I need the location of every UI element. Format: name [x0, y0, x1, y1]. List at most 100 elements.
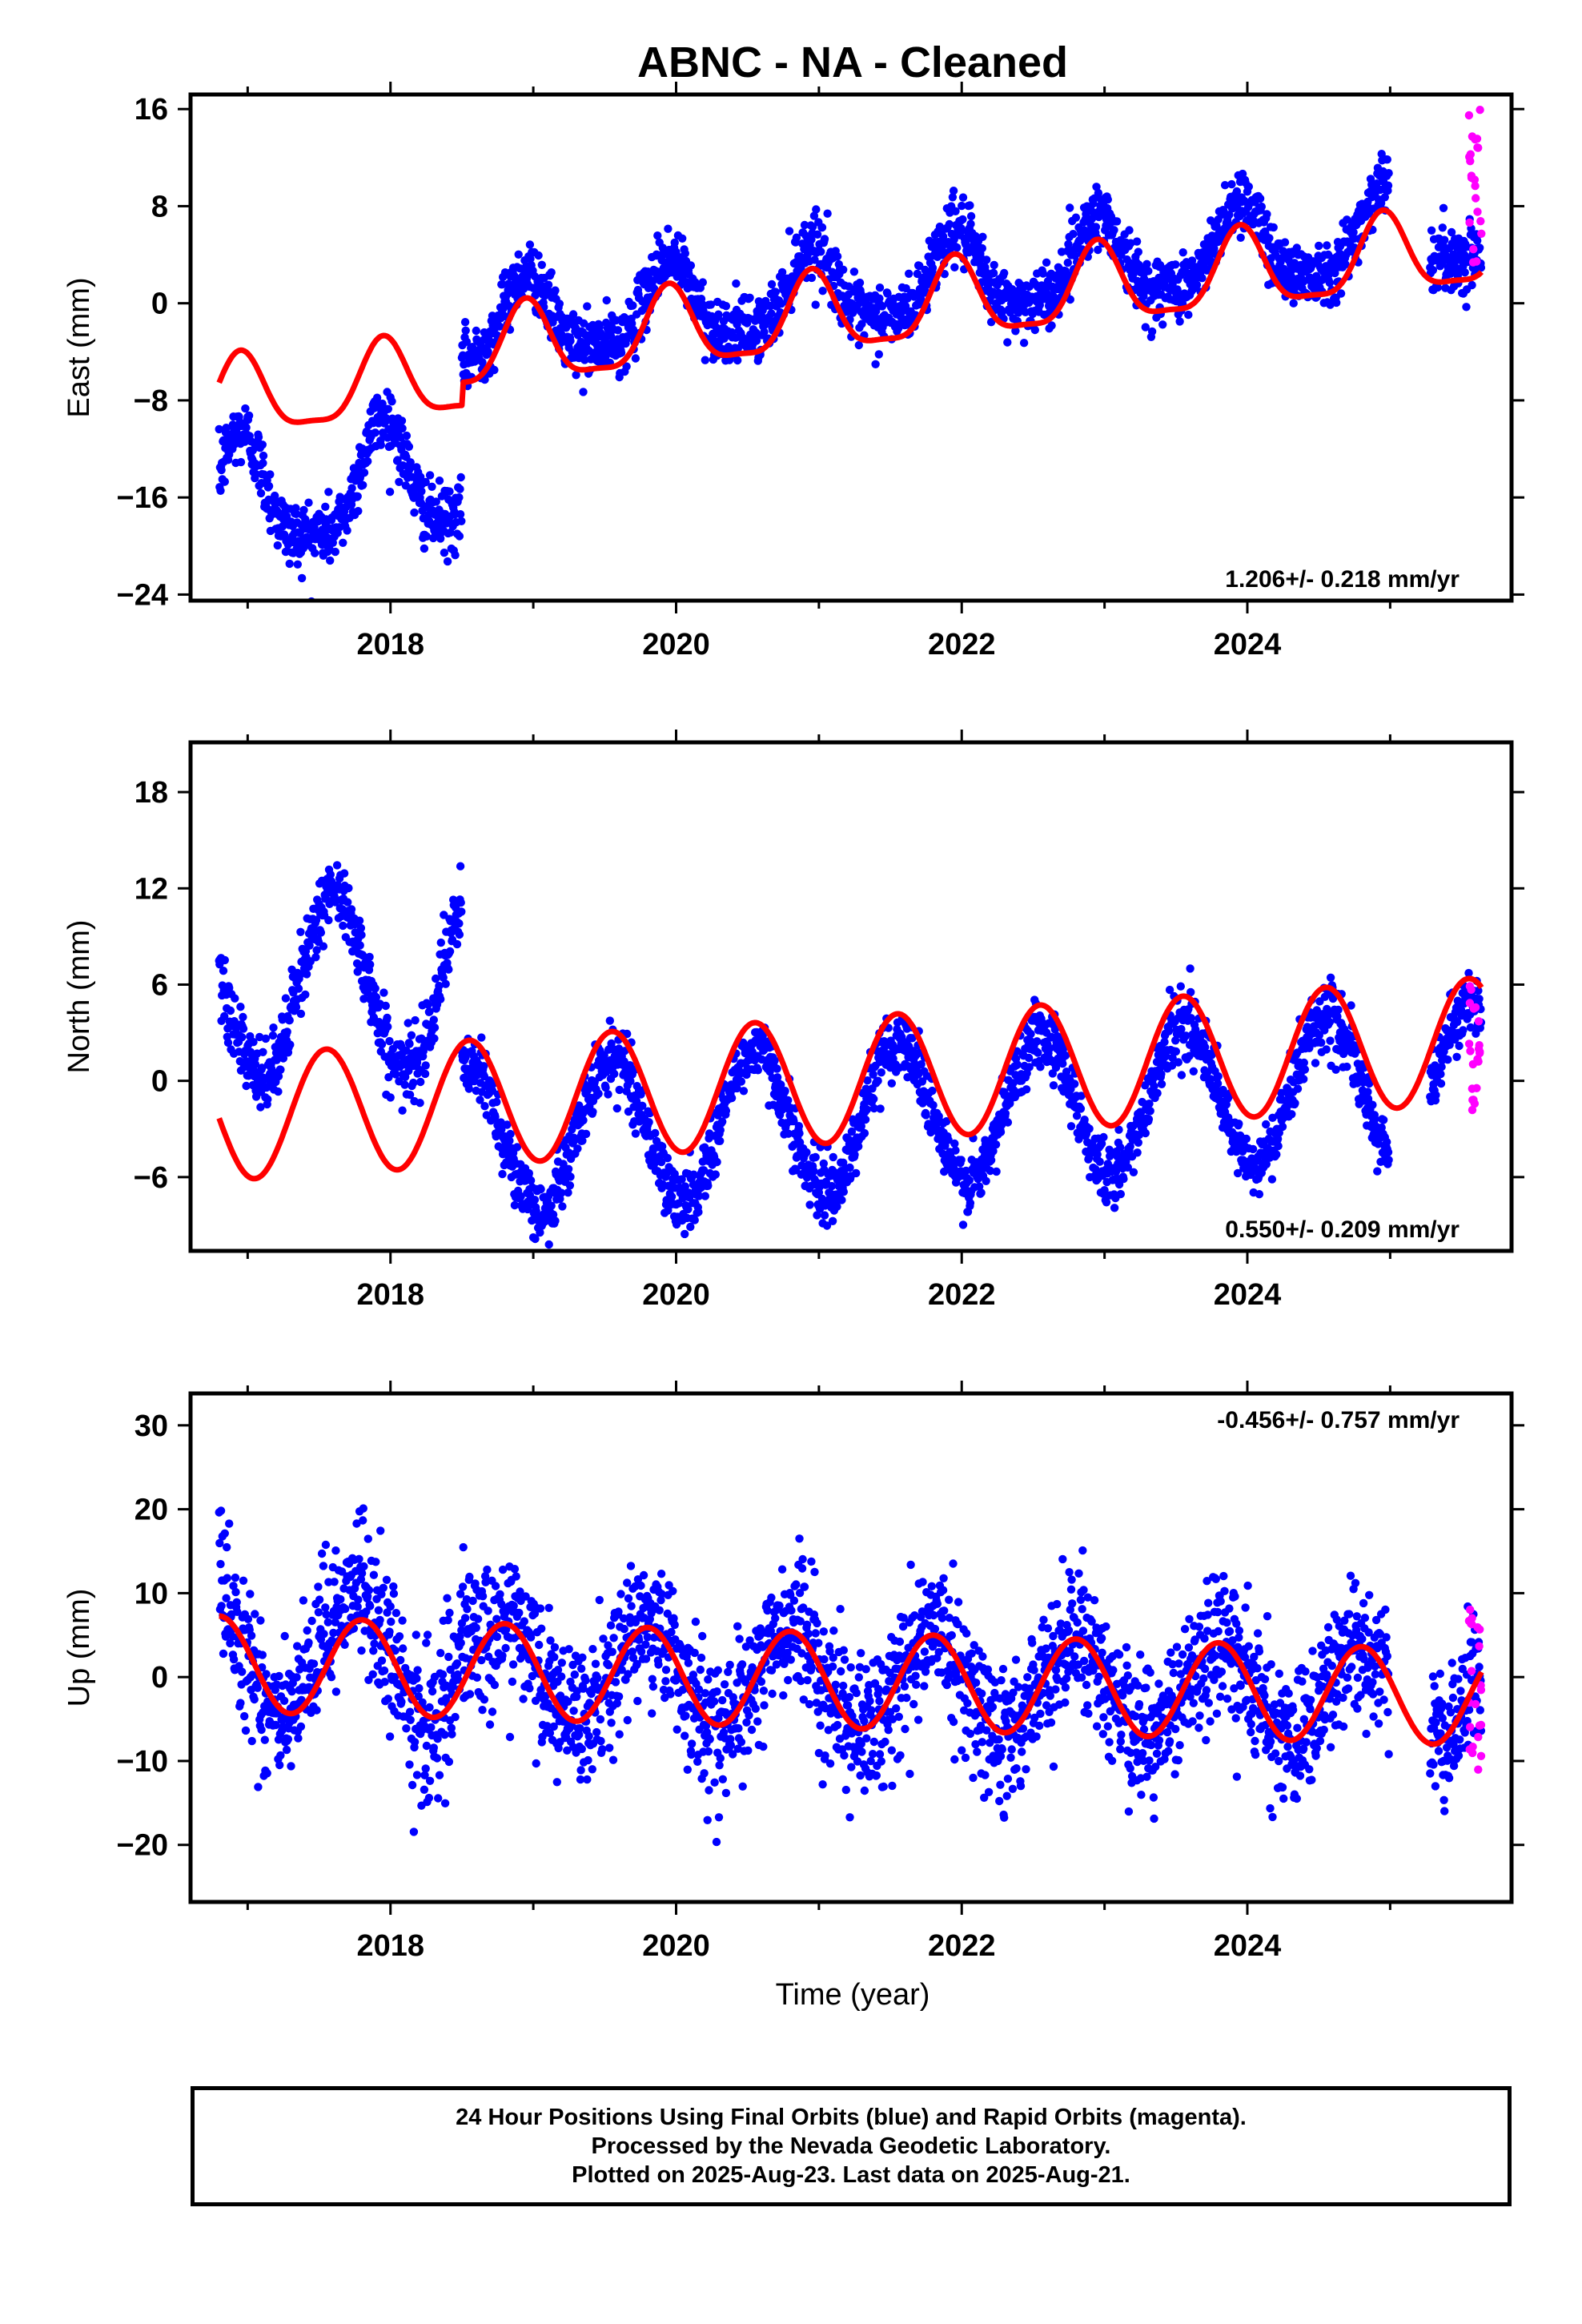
- final-orbit-point: [359, 995, 368, 1003]
- final-orbit-point: [784, 1129, 793, 1138]
- final-orbit-point: [421, 477, 430, 487]
- final-orbit-point: [271, 491, 279, 501]
- final-orbit-point: [1341, 259, 1350, 269]
- final-orbit-point: [343, 898, 352, 907]
- final-orbit-point: [953, 243, 962, 252]
- final-orbit-point: [216, 486, 225, 495]
- final-orbit-point: [398, 1106, 407, 1115]
- final-orbit-point: [781, 1087, 789, 1096]
- final-orbit-point: [386, 1093, 395, 1102]
- final-orbit-point: [1085, 1124, 1094, 1133]
- final-orbit-point: [296, 927, 305, 937]
- final-orbit-point: [1076, 1104, 1086, 1113]
- final-orbit-point: [1322, 1045, 1331, 1054]
- final-orbit-point: [777, 1080, 785, 1089]
- final-orbit-point: [989, 1147, 998, 1156]
- final-orbit-point: [311, 953, 320, 962]
- final-orbit-point: [1236, 233, 1245, 242]
- final-orbit-point: [701, 356, 709, 364]
- final-orbit-point: [644, 1118, 653, 1127]
- final-orbit-point: [1100, 1186, 1109, 1195]
- final-orbit-point: [1110, 1204, 1119, 1212]
- final-orbit-point: [555, 300, 564, 308]
- final-orbit-point: [1158, 320, 1167, 329]
- final-orbit-point: [353, 967, 362, 976]
- final-orbit-point: [566, 336, 575, 345]
- final-orbit-point: [456, 898, 465, 907]
- final-orbit-point: [416, 1077, 425, 1087]
- final-orbit-point: [1462, 303, 1471, 312]
- final-orbit-point: [1003, 1118, 1013, 1127]
- final-orbit-point: [1235, 1120, 1243, 1128]
- final-orbit-point: [464, 1084, 473, 1093]
- final-orbit-point: [1102, 1198, 1111, 1207]
- final-orbit-point: [714, 310, 723, 319]
- final-orbit-point: [1186, 1014, 1196, 1023]
- final-orbit-point: [366, 960, 375, 969]
- final-orbit-point: [236, 457, 246, 467]
- final-orbit-point: [601, 1083, 610, 1092]
- final-orbit-point: [359, 951, 367, 960]
- final-orbit-point: [455, 493, 464, 502]
- final-orbit-point: [273, 541, 282, 550]
- final-orbit-point: [631, 354, 640, 363]
- final-orbit-point: [1248, 1144, 1258, 1154]
- final-orbit-point: [811, 1152, 820, 1162]
- final-orbit-point: [441, 979, 450, 988]
- final-orbit-point: [1119, 1174, 1128, 1184]
- final-orbit-point: [978, 243, 987, 253]
- final-orbit-point: [1144, 1115, 1154, 1124]
- final-orbit-point: [701, 1192, 709, 1200]
- final-orbit-point: [694, 1208, 703, 1216]
- final-orbit-point: [347, 905, 356, 914]
- final-orbit-point: [399, 461, 408, 470]
- final-orbit-point: [1317, 1038, 1326, 1047]
- final-orbit-point: [525, 240, 535, 249]
- final-orbit-point: [982, 1176, 990, 1186]
- final-orbit-point: [732, 279, 741, 288]
- final-orbit-point: [718, 1117, 727, 1126]
- final-orbit-point: [869, 1070, 877, 1080]
- final-orbit-point: [1077, 1092, 1086, 1100]
- final-orbit-point: [1064, 239, 1073, 249]
- final-orbit-point: [491, 1112, 500, 1121]
- x-tick-label: 2024: [1214, 628, 1282, 661]
- final-orbit-point: [588, 1108, 597, 1116]
- final-orbit-point: [1277, 1088, 1286, 1098]
- final-orbit-point: [713, 1157, 721, 1167]
- final-orbit-point: [435, 981, 444, 991]
- final-orbit-point: [490, 365, 499, 375]
- final-orbit-point: [1257, 202, 1267, 211]
- final-orbit-point: [829, 1152, 837, 1162]
- final-orbit-point: [354, 507, 363, 516]
- final-orbit-point: [721, 302, 731, 311]
- final-orbit-point: [547, 1201, 556, 1210]
- final-orbit-point: [977, 1188, 986, 1197]
- final-orbit-point: [1383, 181, 1393, 190]
- final-orbit-point: [1176, 982, 1186, 991]
- final-orbit-point: [767, 279, 777, 289]
- final-orbit-point: [1157, 1070, 1166, 1079]
- final-orbit-point: [849, 267, 859, 276]
- final-orbit-point: [698, 278, 707, 287]
- x-tick-label: 2022: [928, 628, 996, 661]
- final-orbit-point: [215, 424, 223, 434]
- final-orbit-point: [863, 1076, 872, 1085]
- final-orbit-point: [1447, 227, 1456, 237]
- final-orbit-point: [816, 247, 825, 256]
- final-orbit-point: [966, 1199, 975, 1208]
- final-orbit-point: [833, 252, 842, 261]
- final-orbit-point: [231, 994, 239, 1003]
- final-orbit-point: [411, 1015, 420, 1025]
- final-orbit-point: [498, 279, 507, 289]
- final-orbit-point: [316, 928, 326, 937]
- final-orbit-point: [263, 1095, 272, 1104]
- final-orbit-point: [405, 1039, 414, 1048]
- final-orbit-point: [497, 1125, 506, 1134]
- final-orbit-point: [807, 273, 817, 283]
- final-orbit-point: [883, 289, 892, 298]
- final-orbit-point: [602, 296, 611, 305]
- final-orbit-point: [813, 230, 822, 239]
- final-orbit-point: [236, 1003, 245, 1011]
- final-orbit-point: [1003, 338, 1012, 347]
